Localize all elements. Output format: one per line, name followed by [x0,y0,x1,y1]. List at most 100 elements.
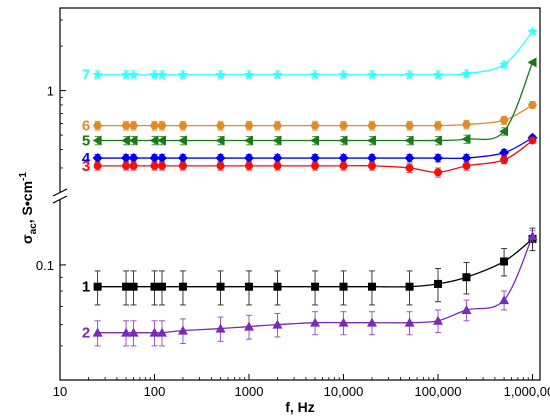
data-point [93,161,102,170]
data-point [311,282,320,291]
data-point [461,153,472,164]
data-point [178,282,187,291]
data-point [215,135,225,146]
data-point [498,59,510,69]
x-tick-label: 100,000 [415,384,462,399]
data-point [243,69,255,80]
data-point [149,327,160,337]
data-point [339,282,348,291]
data-point [272,121,282,130]
data-point [92,327,103,337]
series-label-1: 1 [82,279,90,296]
data-point [178,121,188,130]
data-point [178,161,187,170]
data-point [461,134,471,145]
x-tick-label: 10 [53,384,67,399]
data-point [404,69,415,80]
data-point [527,231,538,241]
data-point [129,282,138,291]
data-point [461,68,472,79]
data-point [405,282,414,291]
data-point [434,279,443,288]
data-point [128,153,139,164]
data-point [404,153,415,164]
data-point [157,121,167,130]
data-point [121,121,131,130]
data-point [245,282,254,291]
data-point [310,121,320,130]
series-label-7: 7 [82,67,90,84]
data-point [122,282,131,291]
y-axis-break-mark-lower [52,195,68,204]
data-point [244,135,254,146]
series-4 [92,132,538,164]
series-group [92,26,538,347]
y-axis-title-main: σ [19,234,35,244]
data-point [272,153,283,164]
data-point [272,319,283,329]
data-point [156,135,166,146]
data-point [93,282,102,291]
data-point [310,317,321,327]
data-point [527,26,538,37]
x-axis-title: f, Hz [285,399,315,415]
data-point [404,135,414,146]
data-point [216,282,225,291]
series-1 [93,227,537,306]
data-point [121,153,132,164]
data-point [366,69,378,80]
data-point [462,273,471,282]
data-point [500,155,509,164]
data-point [121,135,131,146]
y-axis-title-sup: -1 [18,172,29,181]
data-point [93,121,103,130]
series-label-6: 6 [82,118,90,135]
data-point [433,135,443,146]
data-point [244,153,255,164]
x-tick-label: 100 [144,384,166,399]
y-axis-title-rest: , S•cm [19,181,35,223]
data-point [432,69,444,80]
data-point [310,153,321,164]
data-point [433,121,443,130]
data-point [92,153,103,164]
data-point [338,153,349,164]
y-axis-break-mark-upper [52,188,68,197]
data-point [128,327,139,337]
data-point [404,317,415,327]
series-2 [92,230,538,347]
data-point [366,135,376,146]
data-point [310,135,320,146]
x-tick-label: 1000 [235,384,264,399]
y-tick-label: 0.1 [36,258,54,273]
data-point [462,161,471,170]
data-point [215,323,226,333]
data-point [128,69,139,80]
data-point [367,121,377,130]
y-axis-break-gap [52,192,68,200]
data-point [244,321,255,331]
data-point [433,315,444,325]
data-point [338,69,349,80]
series-label-5: 5 [82,132,90,149]
data-point [528,101,538,109]
data-point [405,163,414,172]
data-point [500,257,509,266]
data-point [367,161,376,170]
data-point [245,161,254,170]
series-label-4: 4 [82,150,91,167]
y-tick-label: 1 [47,84,54,99]
data-point [92,69,103,80]
data-point [273,161,282,170]
data-point [215,153,226,164]
y-axis-title: σac, S•cm-1 [18,172,39,244]
data-point [461,304,472,314]
data-point [367,282,376,291]
series-7 [92,26,538,80]
data-point [405,121,415,130]
data-point [216,121,226,130]
data-point [216,161,225,170]
data-point [177,69,189,80]
data-point [149,69,160,80]
